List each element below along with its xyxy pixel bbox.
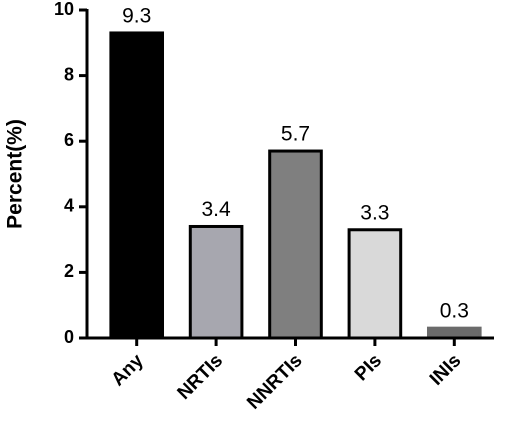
data-label: 0.3 — [440, 300, 469, 323]
y-tick-label: 10 — [54, 0, 74, 19]
y-tick-label: 6 — [64, 130, 74, 150]
y-tick-label: 0 — [64, 327, 74, 347]
x-tick-label: Any — [108, 350, 149, 391]
x-tick-label: NNRTIs — [243, 350, 306, 413]
y-tick-label: 2 — [64, 261, 74, 281]
data-label: 9.3 — [122, 5, 151, 28]
bar — [268, 149, 323, 340]
x-tick-label: NRTIs — [174, 350, 228, 404]
data-label: 5.7 — [281, 123, 310, 146]
bar — [109, 31, 165, 340]
bar — [188, 224, 244, 340]
x-tick-label: PIs — [351, 350, 386, 385]
y-tick-label: 8 — [64, 64, 74, 84]
x-tick-label: INIs — [426, 350, 465, 389]
y-axis-label: Percent(%) — [4, 119, 27, 229]
bar — [347, 228, 403, 340]
y-tick-label: 4 — [64, 196, 74, 216]
data-label: 3.4 — [201, 198, 231, 221]
data-label: 3.3 — [360, 201, 389, 224]
